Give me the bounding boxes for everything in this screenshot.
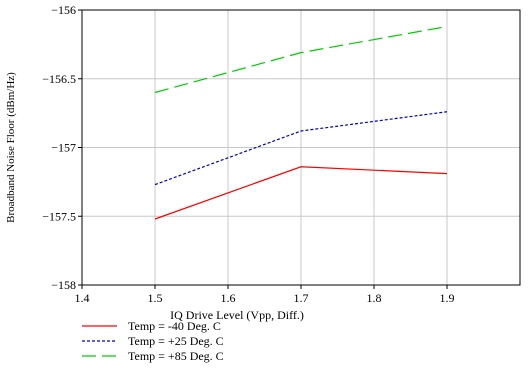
grid-lines [82, 10, 520, 285]
y-axis-ticks: −158 −157.5 −157 −156.5 −156 [42, 3, 82, 292]
x-axis-label: IQ Drive Level (Vpp, Diff.) [170, 308, 304, 322]
y-tick-label: −157 [51, 141, 76, 155]
x-tick-label: 1.5 [148, 291, 163, 305]
y-tick-label: −157.5 [42, 209, 76, 223]
x-tick-label: 1.9 [440, 291, 455, 305]
series-group [154, 25, 448, 220]
x-tick-label: 1.6 [221, 291, 236, 305]
legend-label-2: Temp = +25 Deg. C [128, 334, 224, 348]
y-tick-label: −158 [51, 278, 76, 292]
y-axis-label: Broadband Noise Floor (dBm/Hz) [5, 72, 17, 223]
series-line-2 [154, 111, 448, 186]
y-tick-label: −156.5 [42, 72, 76, 86]
x-axis-ticks: 1.4 1.5 1.6 1.7 1.8 1.9 [75, 285, 455, 305]
series-line-1 [154, 166, 448, 220]
legend-label-1: Temp = -40 Deg. C [128, 319, 221, 333]
legend-label-3: Temp = +85 Deg. C [128, 349, 224, 363]
y-tick-label: −156 [51, 3, 76, 17]
series-line-3 [154, 25, 448, 94]
x-tick-label: 1.4 [75, 291, 90, 305]
x-tick-label: 1.7 [294, 291, 309, 305]
x-tick-label: 1.8 [367, 291, 382, 305]
